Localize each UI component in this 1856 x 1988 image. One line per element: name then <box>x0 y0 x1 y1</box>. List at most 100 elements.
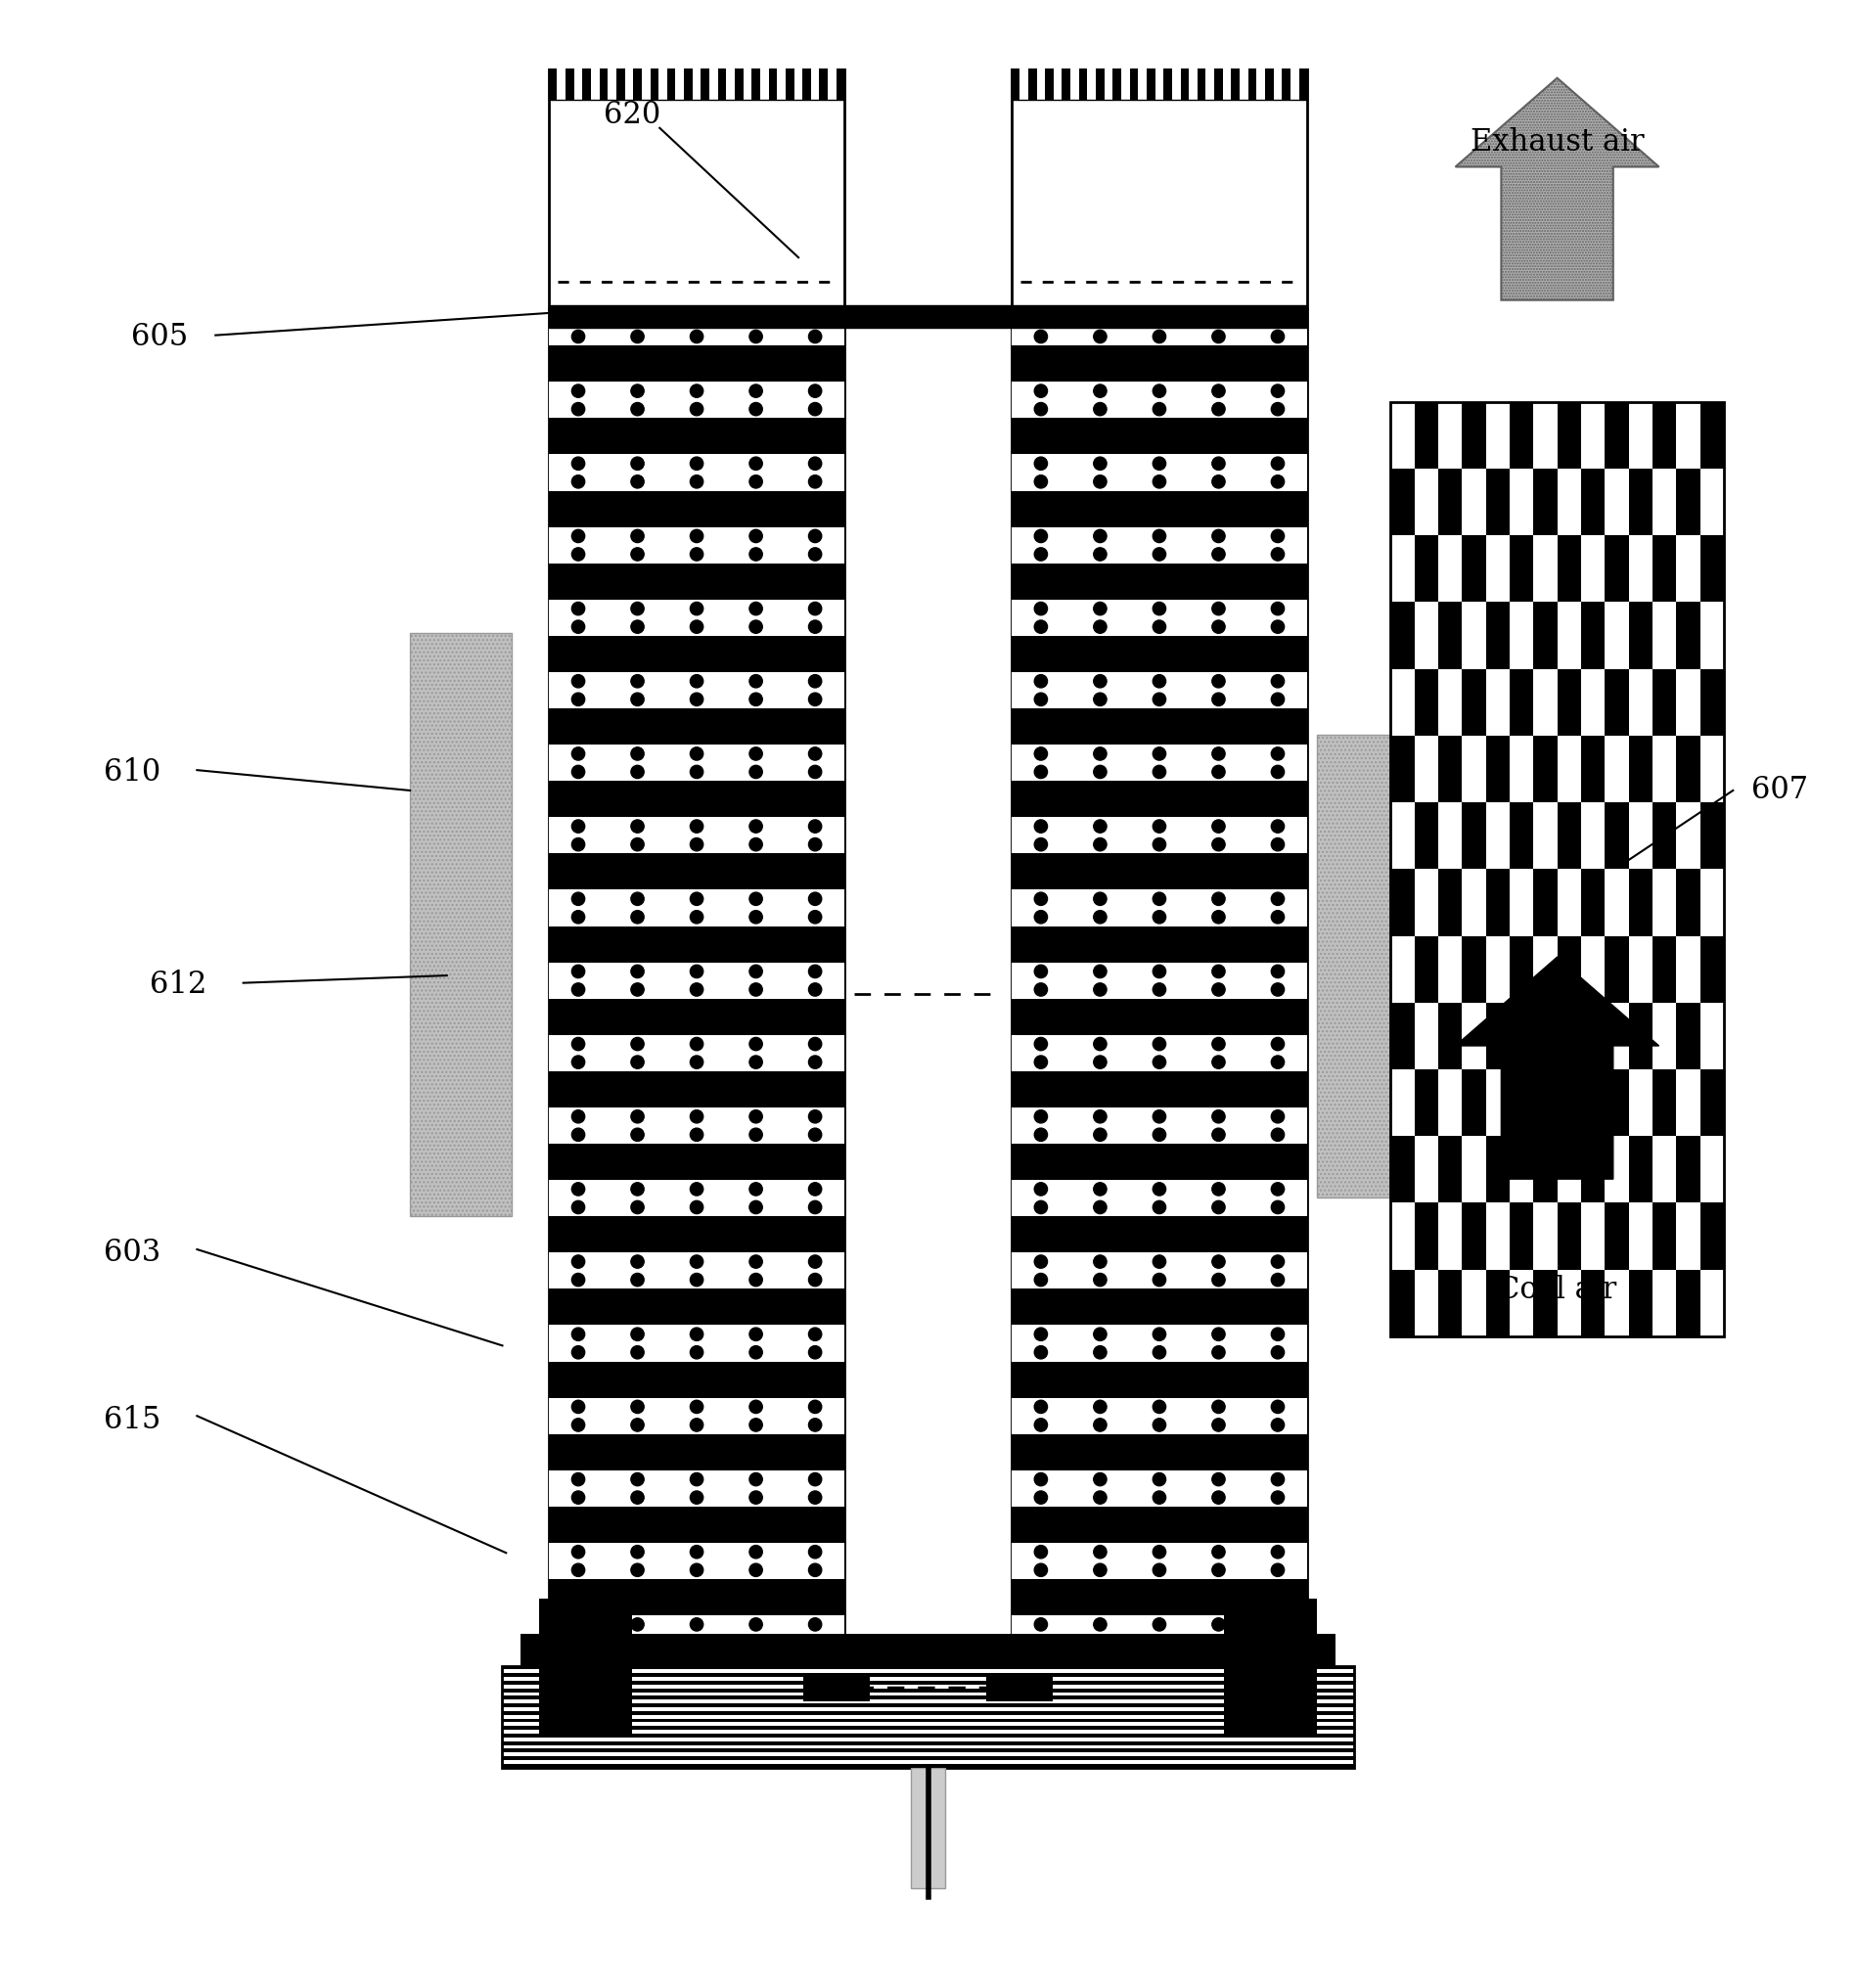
Circle shape <box>690 1109 703 1123</box>
Bar <box>1012 1578 1307 1616</box>
Circle shape <box>1093 330 1106 344</box>
Circle shape <box>631 330 644 344</box>
Bar <box>549 1578 844 1616</box>
Circle shape <box>1153 674 1166 688</box>
Bar <box>1414 668 1438 736</box>
Bar <box>503 1734 1353 1738</box>
Circle shape <box>809 911 822 924</box>
Bar <box>1438 736 1463 803</box>
Circle shape <box>750 1563 763 1576</box>
Circle shape <box>750 330 763 344</box>
Circle shape <box>631 1417 644 1431</box>
Circle shape <box>1153 1056 1166 1070</box>
Circle shape <box>572 602 585 614</box>
Circle shape <box>750 674 763 688</box>
Circle shape <box>572 1056 585 1070</box>
Circle shape <box>572 312 585 324</box>
Circle shape <box>1034 1473 1047 1485</box>
Bar <box>1652 668 1676 736</box>
Circle shape <box>750 1109 763 1123</box>
Circle shape <box>1212 1183 1225 1195</box>
Bar <box>540 1598 631 1738</box>
Circle shape <box>750 1038 763 1050</box>
Circle shape <box>631 1056 644 1070</box>
Circle shape <box>1271 837 1284 851</box>
Circle shape <box>1271 1056 1284 1070</box>
Circle shape <box>1093 1417 1106 1431</box>
Circle shape <box>1093 602 1106 614</box>
Bar <box>1164 42 1171 99</box>
Circle shape <box>1093 457 1106 469</box>
Circle shape <box>631 404 644 415</box>
Circle shape <box>631 1473 644 1485</box>
Text: 612: 612 <box>150 970 208 1000</box>
Bar <box>1700 402 1724 469</box>
Bar <box>1700 535 1724 602</box>
Circle shape <box>572 620 585 634</box>
Bar <box>549 1252 844 1288</box>
Circle shape <box>750 1127 763 1141</box>
Circle shape <box>809 620 822 634</box>
Circle shape <box>572 1272 585 1286</box>
Circle shape <box>809 1328 822 1340</box>
Circle shape <box>809 964 822 978</box>
Bar <box>1700 1070 1724 1135</box>
Circle shape <box>750 1545 763 1559</box>
Bar <box>1180 42 1190 99</box>
Bar <box>1414 535 1438 602</box>
Bar <box>1487 1270 1509 1336</box>
Circle shape <box>690 1183 703 1195</box>
Circle shape <box>1093 692 1106 706</box>
Bar <box>1605 1203 1628 1270</box>
Bar <box>1581 602 1605 668</box>
Bar <box>1533 736 1557 803</box>
Circle shape <box>1271 765 1284 779</box>
Circle shape <box>631 1109 644 1123</box>
Circle shape <box>1093 1201 1106 1215</box>
Bar <box>1012 1143 1307 1181</box>
Bar <box>1012 1326 1307 1362</box>
Bar <box>785 42 794 99</box>
Circle shape <box>690 1545 703 1559</box>
Circle shape <box>631 1127 644 1141</box>
Circle shape <box>631 1636 644 1650</box>
Bar <box>1012 346 1307 382</box>
Circle shape <box>1093 1346 1106 1360</box>
Bar <box>1533 469 1557 535</box>
Bar <box>549 1107 844 1143</box>
Bar <box>1130 42 1138 99</box>
Text: 603: 603 <box>104 1239 161 1268</box>
Circle shape <box>1034 1183 1047 1195</box>
Circle shape <box>1034 404 1047 415</box>
Circle shape <box>1153 1254 1166 1268</box>
Bar <box>1557 936 1581 1002</box>
Circle shape <box>1212 982 1225 996</box>
Circle shape <box>631 620 644 634</box>
Circle shape <box>690 982 703 996</box>
Bar <box>522 1634 1334 1668</box>
Circle shape <box>1034 1618 1047 1630</box>
Bar <box>1012 926 1307 962</box>
Circle shape <box>1153 1491 1166 1505</box>
Circle shape <box>1153 620 1166 634</box>
Circle shape <box>1153 1417 1166 1431</box>
Circle shape <box>1093 475 1106 489</box>
Bar <box>549 891 844 926</box>
Bar <box>1147 42 1154 99</box>
Circle shape <box>631 1254 644 1268</box>
Circle shape <box>631 819 644 833</box>
Circle shape <box>1271 1127 1284 1141</box>
Circle shape <box>1271 747 1284 759</box>
Bar <box>1605 402 1628 469</box>
Circle shape <box>1271 1328 1284 1340</box>
Bar <box>1463 668 1487 736</box>
Circle shape <box>1271 982 1284 996</box>
Circle shape <box>690 1254 703 1268</box>
Circle shape <box>690 1636 703 1650</box>
Circle shape <box>1034 1127 1047 1141</box>
Bar <box>1628 1270 1652 1336</box>
Bar <box>549 1288 844 1326</box>
Bar <box>1676 469 1700 535</box>
Bar <box>1463 803 1487 869</box>
Bar <box>549 1217 844 1252</box>
